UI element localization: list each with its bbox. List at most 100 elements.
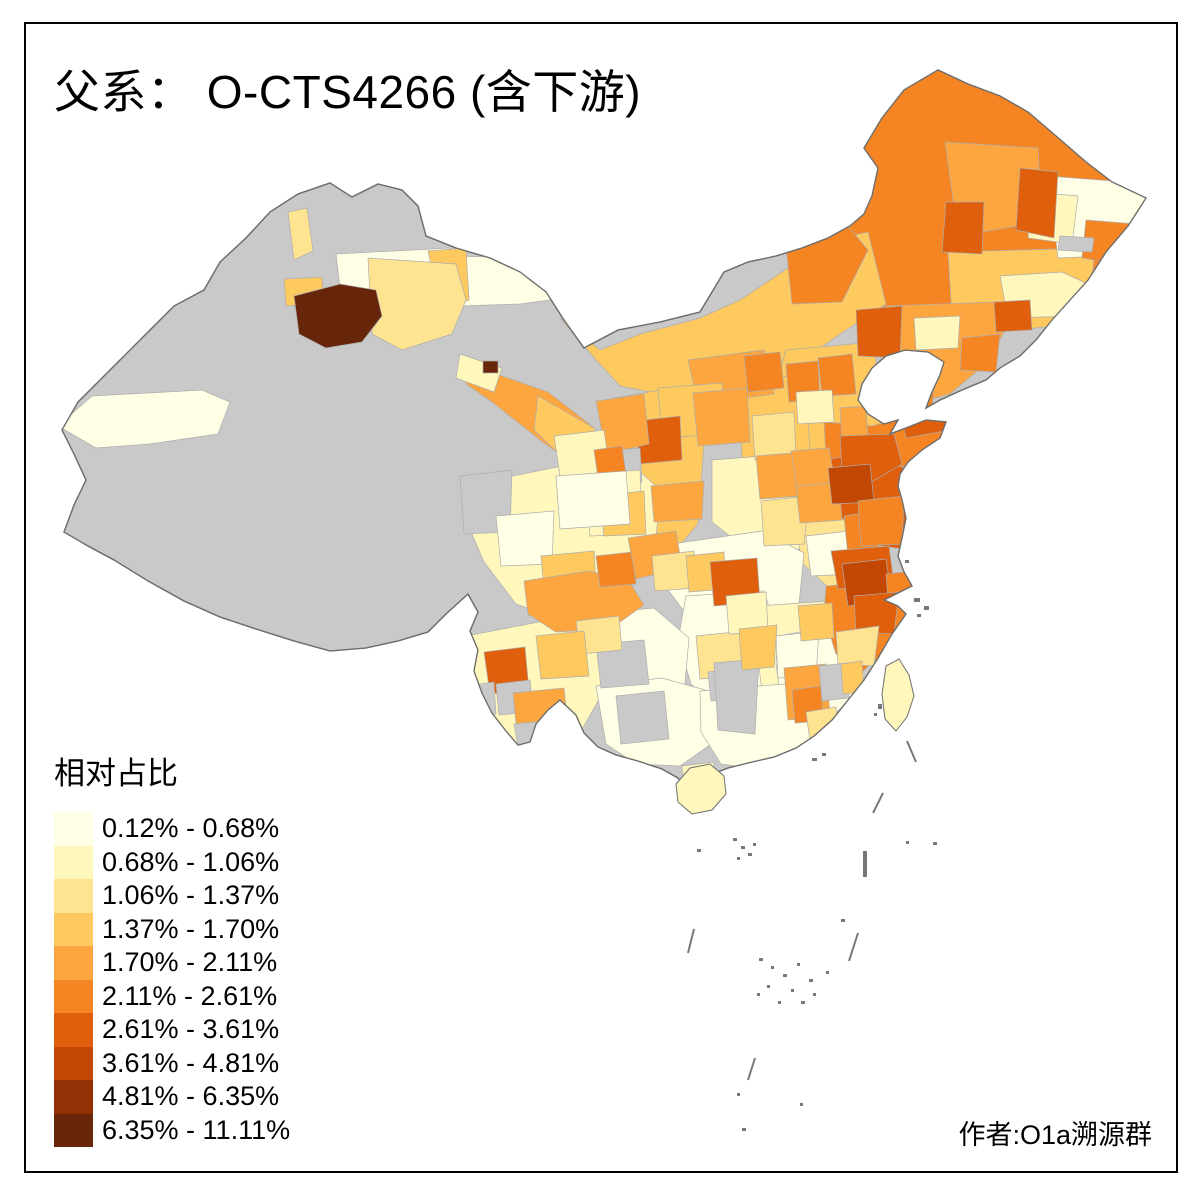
prefecture-region [760, 495, 810, 547]
small-island [748, 853, 752, 856]
prefecture-region [595, 639, 650, 689]
legend-label: 3.61% - 4.81% [102, 1047, 280, 1078]
small-island [753, 843, 756, 846]
small-island [801, 1001, 805, 1004]
small-island [878, 704, 882, 709]
sea-boundary-dash [872, 792, 884, 814]
prefecture-region [855, 305, 903, 359]
legend-label: 6.35% - 11.11% [102, 1114, 291, 1145]
legend-label: 2.11% - 2.61% [102, 980, 278, 1011]
small-island [809, 979, 813, 982]
small-island [797, 963, 800, 966]
hainan-island [675, 763, 727, 815]
legend-item: 0.68% - 1.06% [54, 845, 290, 879]
prefecture-region [535, 630, 590, 680]
prefecture-region [959, 333, 1001, 373]
small-island [924, 606, 929, 610]
small-island [813, 993, 816, 996]
legend-swatch [54, 1046, 93, 1080]
legend-swatch [54, 1080, 93, 1114]
sea-boundary-dash [906, 740, 917, 763]
legend: 相对占比 0.12% - 0.68% 0.68% - 1.06% 1.06% - 1… [54, 748, 290, 1147]
small-island [697, 849, 701, 852]
small-island [742, 1128, 746, 1131]
prefecture-region [713, 658, 760, 735]
small-island [771, 966, 774, 969]
legend-item: 0.12% - 0.68% [54, 812, 290, 846]
legend-item: 6.35% - 11.11% [54, 1113, 291, 1147]
prefecture-region [595, 551, 637, 588]
small-island [933, 842, 937, 845]
author-credit: 作者:O1a溯源群 [958, 1120, 1152, 1150]
small-island [841, 919, 845, 922]
legend-item: 1.37% - 1.70% [54, 912, 290, 946]
prefecture-region [827, 463, 875, 505]
prefecture-region [903, 367, 937, 409]
prefecture-region [805, 706, 840, 742]
prefecture-region [650, 480, 705, 523]
prefecture-region [738, 624, 778, 671]
small-island [800, 1103, 803, 1106]
small-island [741, 846, 745, 849]
small-island [905, 560, 909, 563]
prefecture-region [692, 387, 751, 447]
prefecture-region [555, 470, 631, 530]
prefecture-region [367, 257, 467, 351]
legend-item: 2.61% - 3.61% [54, 1013, 290, 1047]
prefecture-region [293, 283, 383, 349]
prefecture-region [62, 389, 231, 449]
prefecture-region [513, 719, 561, 757]
legend-swatch [54, 1113, 93, 1147]
small-island [737, 1093, 740, 1096]
legend-label: 1.37% - 1.70% [102, 913, 280, 944]
legend-rows: 0.12% - 0.68% 0.68% - 1.06% 1.06% - 1.37% 1… [54, 812, 290, 1147]
legend-swatch [54, 979, 93, 1013]
legend-swatch [54, 946, 93, 980]
small-island [767, 985, 770, 988]
prefecture-region [1057, 235, 1095, 253]
legend-item: 3.61% - 4.81% [54, 1046, 290, 1080]
legend-swatch [54, 879, 93, 913]
prefecture-region [941, 201, 985, 255]
small-island [906, 841, 909, 844]
prefecture-region [993, 299, 1033, 333]
sea-boundary-dash [848, 932, 859, 962]
prefecture-region [743, 351, 785, 393]
legend-item: 1.06% - 1.37% [54, 879, 290, 913]
prefecture-region [287, 207, 314, 261]
prefecture-region [857, 495, 905, 547]
legend-item: 4.81% - 6.35% [54, 1080, 290, 1114]
small-island [759, 958, 763, 961]
prefecture-region [795, 389, 835, 425]
page-title: 父系： O-CTS4266 (含下游) [54, 66, 642, 118]
legend-label: 1.70% - 2.11% [102, 947, 278, 978]
legend-swatch [54, 845, 93, 879]
small-island [783, 974, 787, 977]
prefecture-region [482, 360, 499, 374]
prefecture-region [751, 411, 797, 461]
prefecture-region [615, 690, 670, 745]
prefecture-region [817, 353, 857, 397]
small-island [822, 753, 826, 756]
small-island [874, 713, 877, 716]
legend-swatch [54, 1013, 93, 1047]
small-island [757, 993, 760, 996]
prefecture-region [1015, 167, 1059, 239]
legend-label: 4.81% - 6.35% [102, 1081, 280, 1112]
legend-item: 1.70% - 2.11% [54, 946, 290, 980]
legend-label: 1.06% - 1.37% [102, 880, 280, 911]
prefecture-region [835, 625, 880, 667]
prefecture-region [797, 602, 835, 642]
sea-boundary-dash [687, 928, 695, 954]
taiwan-island [881, 658, 915, 732]
legend-item: 2.11% - 2.61% [54, 979, 290, 1013]
small-island [917, 614, 921, 617]
small-island [737, 857, 740, 860]
prefecture-region [913, 315, 961, 351]
legend-label: 0.68% - 1.06% [102, 846, 280, 877]
legend-swatch [54, 812, 93, 846]
small-island [733, 838, 737, 841]
small-island [826, 971, 829, 974]
small-island [791, 989, 794, 992]
sea-boundary-dash [747, 1057, 756, 1081]
